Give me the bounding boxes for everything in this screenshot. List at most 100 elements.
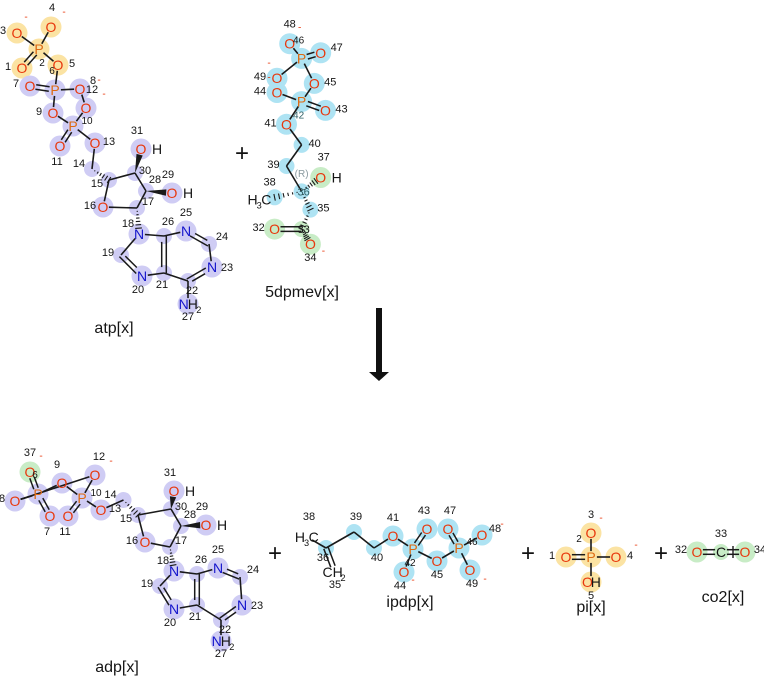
svg-text:O: O — [98, 199, 109, 215]
svg-text:20: 20 — [132, 284, 144, 296]
svg-text:P: P — [50, 82, 59, 98]
svg-text:N: N — [169, 601, 179, 617]
svg-text:14: 14 — [73, 158, 85, 170]
svg-text:11: 11 — [51, 156, 62, 168]
svg-text:27: 27 — [182, 311, 194, 323]
svg-text:(R): (R) — [295, 169, 309, 180]
svg-text:P: P — [68, 118, 77, 134]
svg-text:-: - — [634, 540, 637, 551]
svg-text:O: O — [320, 102, 331, 118]
svg-text:-: - — [102, 89, 105, 100]
svg-text:H: H — [183, 185, 193, 201]
svg-text:10: 10 — [81, 116, 93, 127]
svg-text:+: + — [235, 140, 249, 167]
svg-text:32: 32 — [252, 222, 264, 234]
svg-text:48: 48 — [489, 523, 501, 535]
svg-text:O: O — [90, 135, 101, 151]
svg-text:O: O — [561, 549, 572, 565]
svg-text:19: 19 — [141, 578, 153, 590]
svg-text:1: 1 — [549, 550, 555, 562]
svg-text:25: 25 — [212, 544, 224, 556]
svg-text:5: 5 — [69, 58, 75, 70]
svg-text:O: O — [422, 521, 433, 537]
svg-text:-: - — [267, 58, 270, 69]
svg-text:adp[x]: adp[x] — [95, 659, 139, 676]
svg-text:+: + — [268, 540, 282, 567]
svg-text:O: O — [45, 508, 56, 524]
svg-text:P: P — [454, 540, 463, 556]
svg-text:O: O — [586, 525, 597, 541]
svg-text:20: 20 — [164, 617, 176, 629]
svg-text:N: N — [207, 259, 217, 275]
svg-text:34: 34 — [304, 252, 316, 264]
svg-text:26: 26 — [195, 554, 207, 566]
svg-text:-: - — [267, 73, 270, 84]
svg-text:47: 47 — [444, 505, 456, 517]
svg-text:26: 26 — [162, 216, 174, 228]
svg-text:O: O — [25, 78, 36, 94]
svg-text:N: N — [213, 560, 223, 576]
svg-text:43: 43 — [418, 505, 430, 517]
svg-text:28: 28 — [149, 174, 161, 186]
svg-text:15: 15 — [120, 513, 132, 525]
svg-text:23: 23 — [221, 262, 233, 274]
svg-text:-: - — [62, 7, 65, 18]
svg-text:6: 6 — [49, 66, 55, 77]
svg-text:2: 2 — [196, 305, 201, 315]
svg-text:18: 18 — [122, 218, 134, 230]
svg-text:-: - — [109, 456, 112, 467]
svg-text:O: O — [96, 502, 107, 518]
svg-text:34: 34 — [754, 544, 764, 556]
svg-text:37: 37 — [24, 447, 36, 459]
svg-text:11: 11 — [59, 526, 70, 538]
svg-text:O: O — [136, 141, 147, 157]
svg-text:P: P — [33, 486, 42, 502]
svg-text:O: O — [17, 60, 28, 76]
svg-text:O: O — [46, 19, 57, 35]
svg-text:45: 45 — [324, 76, 336, 88]
svg-text:5dpmev[x]: 5dpmev[x] — [265, 284, 339, 301]
svg-text:2: 2 — [341, 573, 346, 583]
svg-text:O: O — [272, 85, 283, 101]
svg-text:H: H — [152, 141, 162, 157]
svg-text:44: 44 — [394, 580, 406, 592]
svg-text:16: 16 — [84, 200, 96, 212]
svg-text:28: 28 — [184, 509, 196, 521]
svg-text:N: N — [237, 597, 247, 613]
svg-text:-: - — [24, 12, 27, 23]
svg-text:32: 32 — [675, 544, 687, 556]
svg-text:2: 2 — [229, 642, 234, 652]
svg-text:9: 9 — [36, 106, 42, 118]
svg-text:33: 33 — [297, 224, 309, 236]
svg-text:-: - — [483, 574, 486, 585]
svg-text:O: O — [201, 517, 212, 533]
svg-text:N: N — [181, 223, 191, 239]
svg-text:O: O — [81, 100, 92, 116]
svg-text:12: 12 — [86, 84, 98, 96]
svg-text:H: H — [217, 517, 227, 533]
svg-text:ipdp[x]: ipdp[x] — [386, 594, 433, 611]
svg-text:pi[x]: pi[x] — [576, 599, 605, 616]
svg-text:47: 47 — [331, 42, 343, 54]
svg-text:N: N — [137, 268, 147, 284]
svg-text:-: - — [322, 246, 325, 257]
svg-text:9: 9 — [54, 459, 60, 471]
svg-text:C: C — [309, 529, 319, 545]
svg-text:+: + — [521, 540, 535, 567]
svg-text:35: 35 — [329, 579, 341, 591]
svg-text:38: 38 — [303, 511, 315, 523]
svg-text:3: 3 — [0, 25, 6, 37]
svg-text:7: 7 — [13, 78, 19, 90]
svg-text:P: P — [408, 541, 417, 557]
svg-text:O: O — [465, 562, 476, 578]
svg-text:+: + — [654, 540, 668, 567]
svg-text:33: 33 — [715, 528, 727, 540]
svg-text:35: 35 — [317, 203, 329, 215]
svg-text:O: O — [443, 521, 454, 537]
svg-text:O: O — [309, 75, 320, 91]
svg-text:O: O — [10, 493, 21, 509]
svg-text:P: P — [77, 490, 86, 506]
svg-text:O: O — [692, 544, 703, 560]
svg-text:-: - — [411, 575, 414, 586]
svg-text:H: H — [332, 170, 342, 186]
